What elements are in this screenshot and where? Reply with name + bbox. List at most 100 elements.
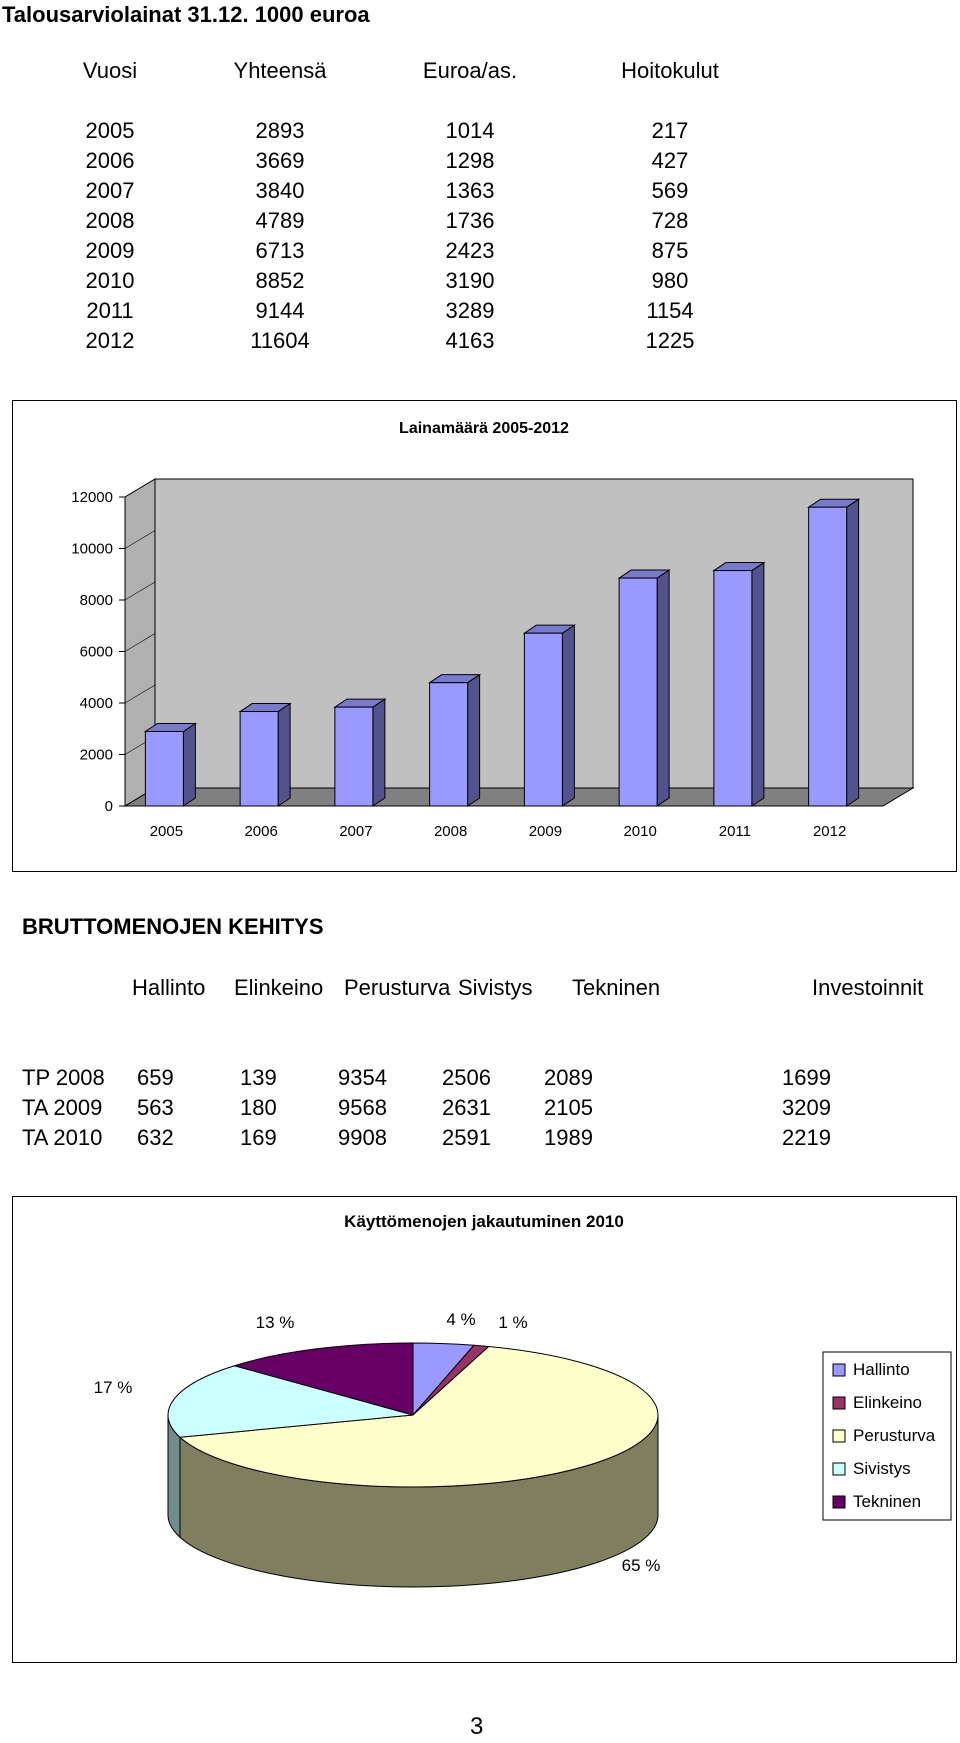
y-tick-label: 0 (105, 798, 113, 815)
table-cell: 2591 (442, 1125, 491, 1150)
bar-front (523, 632, 563, 807)
y-tick-label: 2000 (80, 747, 113, 764)
header-yhteensa: Yhteensä (233, 58, 327, 83)
table-cell: 427 (651, 148, 689, 173)
table-cell: 1363 (445, 178, 495, 203)
legend-entry: Sivistys (853, 1459, 911, 1478)
y-tick-label: 10000 (71, 541, 113, 558)
bar-front (618, 577, 658, 807)
table-cell: 1298 (445, 148, 495, 173)
loans-table: Vuosi Yhteensä Euroa/as. Hoitokulut 2005… (40, 58, 740, 358)
table-cell: 217 (651, 118, 689, 143)
table-cell: 4789 (255, 208, 305, 233)
header-hallinto: Hallinto (132, 975, 206, 1000)
legend-swatch (832, 1429, 846, 1443)
pie-slice-tekninen (232, 1342, 414, 1416)
legend-entry: Perusturva (853, 1426, 936, 1445)
table-row: TA 2009 563 180 9568 2631 2105 3209 (22, 1095, 942, 1125)
table-cell: 9144 (255, 298, 305, 323)
table-cell: 2007 (85, 178, 135, 203)
table-cell: 875 (651, 238, 689, 263)
table-row: TP 2008 659 139 9354 2506 2089 1699 (22, 1065, 942, 1095)
bar-side (467, 673, 481, 807)
x-tick-label: 2006 (244, 823, 277, 840)
pie-label: 1 % (498, 1313, 527, 1332)
x-tick-label: 2007 (339, 823, 372, 840)
table-cell: 980 (651, 268, 689, 293)
table-cell: 2423 (445, 238, 495, 263)
bar (712, 561, 766, 807)
table-row: 2010 8852 3190 980 (40, 268, 740, 298)
table-cell: 728 (651, 208, 689, 233)
loan-amount-chart: Lainamäärä 2005-2012 0 2000 4000 6000 8000 100… (12, 400, 957, 872)
table-cell: 1699 (782, 1065, 831, 1090)
bar-front (239, 711, 279, 807)
chart-title: Lainamäärä 2005-2012 (399, 420, 569, 437)
y-tick-depth (124, 684, 156, 704)
loan-amount-chart-svg: Lainamäärä 2005-2012 0 2000 4000 6000 8000 100… (71, 420, 915, 840)
expenses-table: Hallinto Elinkeino Perusturva Sivistys T… (22, 975, 942, 1155)
pie-label: 65 % (622, 1556, 661, 1575)
table-cell: 169 (240, 1125, 277, 1150)
legend: Hallinto Elinkeino Perusturva Sivistys Tekni… (822, 1351, 952, 1521)
y-tick-label: 4000 (80, 695, 113, 712)
table-cell: 9354 (338, 1065, 387, 1090)
table-cell: 2893 (255, 118, 305, 143)
table-cell: 3669 (255, 148, 305, 173)
table-cell: 3289 (445, 298, 495, 323)
expense-distribution-chart-svg: Käyttömenojen jakautuminen 2010 4 % 1 % 65 … (94, 1212, 952, 1588)
bar-side (561, 624, 575, 807)
table-cell: 563 (137, 1095, 174, 1120)
bar (333, 698, 387, 807)
table-cell: 3190 (445, 268, 495, 293)
table-cell: 4163 (445, 328, 495, 353)
table-cell: 11604 (250, 328, 310, 353)
table-row: TA 2010 632 169 9908 2591 1989 2219 (22, 1125, 942, 1155)
y-tick-label: 6000 (80, 644, 113, 661)
pie-slice-sivistys (167, 1365, 414, 1438)
table-cell: 2631 (442, 1095, 491, 1120)
loans-table-body: 2005 2893 1014 217 2006 3669 1298 427 2007 3840 13… (40, 118, 740, 358)
table-row: 2009 6713 2423 875 (40, 238, 740, 268)
table-cell: 1014 (445, 118, 495, 143)
bar-front (713, 570, 753, 807)
x-tick-label: 2005 (150, 823, 183, 840)
table-row: 2012 11604 4163 1225 (40, 328, 740, 358)
bar-side (656, 569, 670, 807)
table-cell: 3209 (782, 1095, 831, 1120)
header-vuosi: Vuosi (82, 58, 138, 83)
legend-entry: Tekninen (853, 1492, 921, 1511)
table-cell: 2105 (544, 1095, 593, 1120)
bar (522, 624, 577, 807)
table-cell: 1736 (445, 208, 495, 233)
table-cell: 2009 (85, 238, 135, 263)
table-cell: TP 2008 (22, 1065, 105, 1090)
x-tick-label: 2012 (813, 823, 846, 840)
table-cell: 2506 (442, 1065, 491, 1090)
table-row: 2007 3840 1363 569 (40, 178, 740, 208)
table-cell: TA 2009 (22, 1095, 103, 1120)
expenses-table-header: Hallinto Elinkeino Perusturva Sivistys T… (22, 975, 942, 1065)
y-tick-label: 12000 (71, 489, 113, 506)
pie-top (167, 1342, 659, 1488)
pie-slice-perusturva (178, 1346, 659, 1488)
header-tekninen: Tekninen (572, 975, 661, 1000)
table-row: 2005 2893 1014 217 (40, 118, 740, 148)
table-cell: 569 (651, 178, 689, 203)
header-euroa-as: Euroa/as. (422, 58, 518, 83)
table-cell: 632 (137, 1125, 174, 1150)
header-investoinnit: Investoinnit (812, 975, 924, 1000)
y-tick-depth (124, 530, 156, 549)
x-tick-label: 2009 (529, 823, 562, 840)
bar-side (277, 702, 291, 807)
table-cell: 6713 (255, 238, 305, 263)
table-row: 2008 4789 1736 728 (40, 208, 740, 238)
bar-front (144, 731, 184, 807)
bar (617, 569, 671, 807)
table-cell: 1225 (645, 328, 695, 353)
table-cell: 8852 (255, 268, 305, 293)
table-cell: 2089 (544, 1065, 593, 1090)
bar-front (334, 706, 374, 807)
legend-swatch (832, 1495, 846, 1509)
bar-side (182, 722, 196, 807)
